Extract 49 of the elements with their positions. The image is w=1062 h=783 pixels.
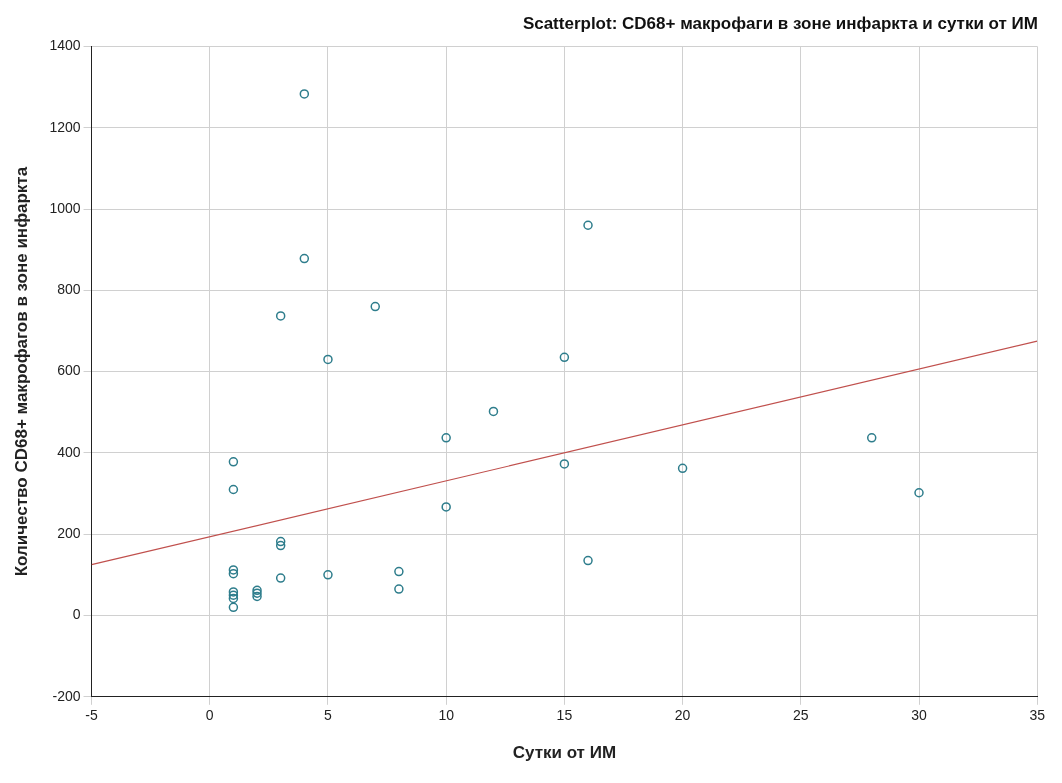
point: [323, 570, 333, 580]
x-tick-label: 0: [205, 707, 214, 724]
point: [228, 484, 239, 495]
point: [228, 593, 239, 604]
point: [252, 591, 262, 602]
point: [441, 433, 451, 443]
point: [299, 89, 310, 99]
point: [299, 253, 310, 264]
chart-title: Scatterplot: CD68+ макрофаги в зоне инфаркта и сутки от ИМ: [522, 13, 1038, 33]
point: [228, 568, 239, 579]
point: [275, 540, 286, 551]
point: [914, 487, 924, 498]
y-tick-label: 1000: [49, 199, 81, 216]
point: [583, 555, 593, 566]
x-tick-label: 5: [324, 707, 333, 724]
point: [394, 566, 404, 577]
point: [370, 301, 380, 312]
point: [228, 457, 239, 467]
point: [441, 502, 451, 512]
point: [275, 311, 286, 321]
point: [559, 459, 570, 469]
x-tick-label: 35: [1029, 707, 1046, 724]
point: [228, 602, 239, 613]
y-tick-label: 200: [57, 525, 81, 542]
y-tick-label: 400: [57, 443, 81, 460]
point: [394, 584, 404, 594]
y-tick-label: -200: [52, 687, 81, 704]
x-tick-label: 10: [438, 707, 455, 724]
point: [866, 433, 877, 443]
x-tick-label: 30: [911, 707, 927, 724]
y-tick-label: 0: [72, 606, 81, 623]
point: [583, 220, 593, 231]
y-tick-label: 1200: [49, 118, 81, 135]
point: [275, 573, 286, 583]
y-tick-label: 600: [57, 362, 81, 379]
x-tick-label: 20: [674, 707, 691, 724]
x-tick-label: -5: [85, 707, 98, 724]
x-axis-title: Сутки от ИМ: [512, 743, 617, 763]
x-tick-label: 15: [556, 707, 573, 724]
x-tick-label: 25: [793, 707, 809, 724]
point: [275, 536, 286, 547]
y-axis-title: Количество CD68+ макрофагов в зоне инфаркта: [11, 166, 31, 577]
y-tick-label: 1400: [49, 37, 81, 54]
point: [323, 354, 333, 365]
y-tick-label: 800: [57, 281, 81, 298]
point: [559, 352, 570, 363]
point: [228, 565, 239, 575]
point: [677, 463, 688, 474]
point: [488, 406, 499, 417]
